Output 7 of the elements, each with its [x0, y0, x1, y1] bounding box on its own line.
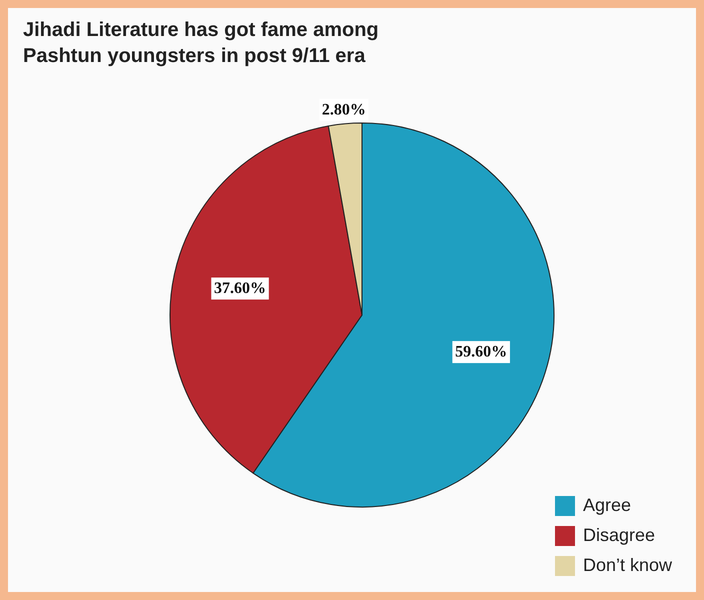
data-label: 59.60% [455, 344, 508, 361]
chart-title: Jihadi Literature has got fame among Pashtun youngsters in post 9/11 era [23, 18, 380, 69]
legend-label: Don’t know [582, 555, 672, 575]
legend-label: Agree [582, 495, 631, 515]
data-label: 2.80% [322, 101, 366, 118]
data-label: 37.60% [214, 280, 266, 298]
legend-label: Disagree [582, 525, 655, 545]
